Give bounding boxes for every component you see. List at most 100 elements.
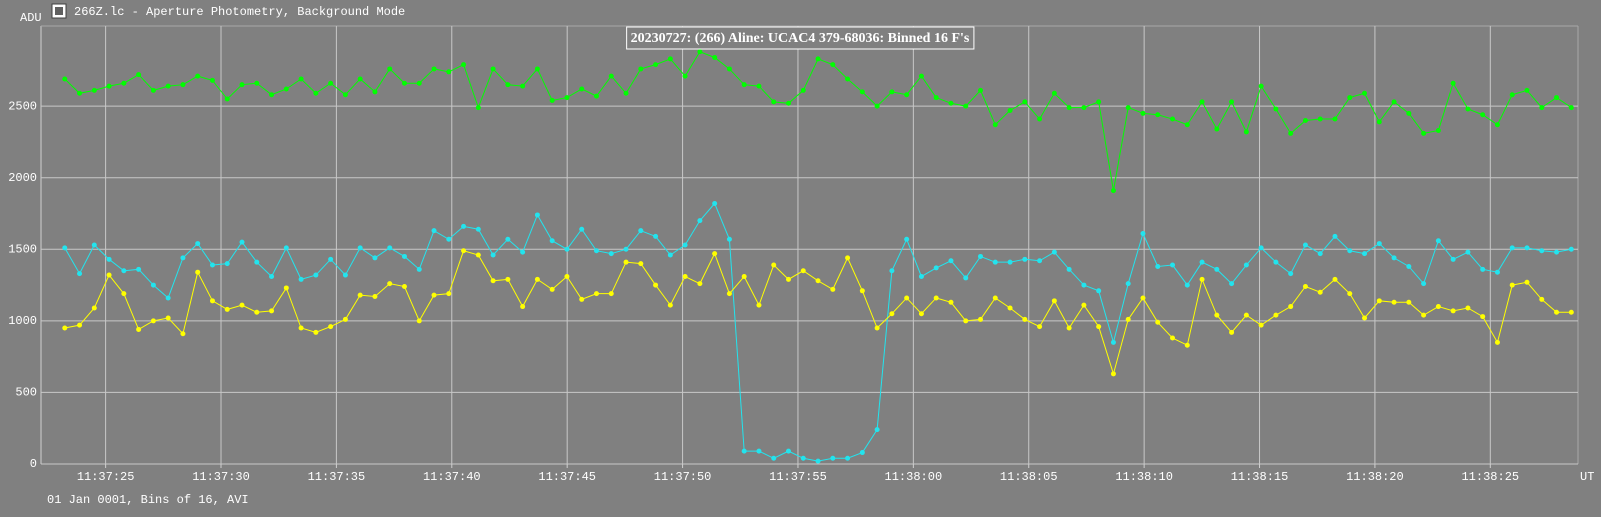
data-point: [653, 233, 659, 239]
data-point: [608, 251, 614, 257]
plot: [62, 49, 1574, 464]
data-point: [180, 82, 186, 88]
data-point: [180, 331, 186, 337]
data-point: [948, 100, 954, 106]
data-point: [1214, 266, 1220, 272]
data-point: [328, 324, 334, 330]
data-point: [1022, 256, 1028, 262]
data-point: [475, 226, 481, 232]
data-point: [431, 228, 437, 234]
data-point: [1568, 309, 1574, 315]
data-point: [490, 252, 496, 258]
data-point: [785, 276, 791, 282]
data-point: [741, 448, 747, 454]
data-point: [431, 66, 437, 72]
data-point: [446, 291, 452, 297]
data-point: [1199, 276, 1205, 282]
data-point: [372, 89, 378, 95]
data-point: [1406, 263, 1412, 269]
data-point: [1524, 87, 1530, 93]
data-point: [239, 239, 245, 245]
data-point: [357, 245, 363, 251]
data-point: [638, 261, 644, 267]
data-point: [830, 455, 836, 461]
data-point: [904, 295, 910, 301]
data-point: [697, 49, 703, 55]
series-line: [64, 202, 1572, 462]
data-point: [1229, 329, 1235, 335]
data-point: [741, 273, 747, 279]
data-point: [859, 450, 865, 456]
data-point: [372, 255, 378, 261]
data-point: [963, 318, 969, 324]
data-point: [800, 455, 806, 461]
data-point: [1125, 316, 1131, 322]
y-tick-label: 2500: [8, 99, 37, 113]
data-point: [1509, 92, 1515, 98]
data-point: [1110, 188, 1116, 194]
data-point: [653, 282, 659, 288]
data-point: [520, 83, 526, 89]
data-point: [1509, 245, 1515, 251]
data-point: [1421, 312, 1427, 318]
data-point: [933, 265, 939, 271]
data-point: [667, 56, 673, 62]
data-point: [785, 448, 791, 454]
data-point: [1096, 99, 1102, 105]
footer: 01 Jan 0001, Bins of 16, AVI: [47, 493, 249, 507]
data-point: [1450, 308, 1456, 314]
data-point: [136, 266, 142, 272]
data-point: [1302, 242, 1308, 248]
x-tick-label: 11:37:30: [192, 470, 250, 484]
data-point: [1539, 105, 1545, 111]
data-point: [1435, 304, 1441, 310]
data-point: [1332, 233, 1338, 239]
data-point: [682, 73, 688, 79]
series-line: [64, 250, 1572, 376]
data-point: [1125, 105, 1131, 111]
data-point: [1170, 262, 1176, 268]
data-point: [62, 76, 68, 82]
data-point: [667, 302, 673, 308]
data-point: [165, 83, 171, 89]
x-tick-label: 11:38:10: [1115, 470, 1173, 484]
x-tick-label: 11:37:35: [308, 470, 366, 484]
data-point: [1184, 342, 1190, 348]
data-point: [564, 273, 570, 279]
data-point: [1258, 322, 1264, 328]
data-point: [136, 72, 142, 78]
data-point: [1391, 255, 1397, 261]
data-point: [1554, 309, 1560, 315]
data-point: [77, 322, 83, 328]
data-point: [1554, 249, 1560, 255]
series-line: [64, 51, 1572, 191]
data-point: [800, 87, 806, 93]
data-point: [1288, 271, 1294, 277]
x-tick-label: 11:38:05: [1000, 470, 1058, 484]
data-point: [62, 325, 68, 331]
data-point: [416, 266, 422, 272]
data-point: [1362, 315, 1368, 321]
data-point: [1199, 259, 1205, 265]
data-point: [1347, 95, 1353, 101]
data-point: [579, 86, 585, 92]
data-point: [1568, 105, 1574, 111]
data-point: [1066, 105, 1072, 111]
data-point: [1376, 241, 1382, 247]
data-point: [1465, 305, 1471, 311]
data-point: [77, 90, 83, 96]
data-point: [1243, 129, 1249, 135]
data-point: [1288, 130, 1294, 136]
data-point: [431, 292, 437, 298]
data-point: [209, 262, 215, 268]
data-point: [830, 286, 836, 292]
data-point: [1243, 262, 1249, 268]
data-point: [1347, 291, 1353, 297]
data-point: [756, 448, 762, 454]
data-point: [889, 89, 895, 95]
data-point: [1465, 249, 1471, 255]
data-point: [387, 66, 393, 72]
data-point: [1539, 248, 1545, 254]
data-point: [209, 298, 215, 304]
